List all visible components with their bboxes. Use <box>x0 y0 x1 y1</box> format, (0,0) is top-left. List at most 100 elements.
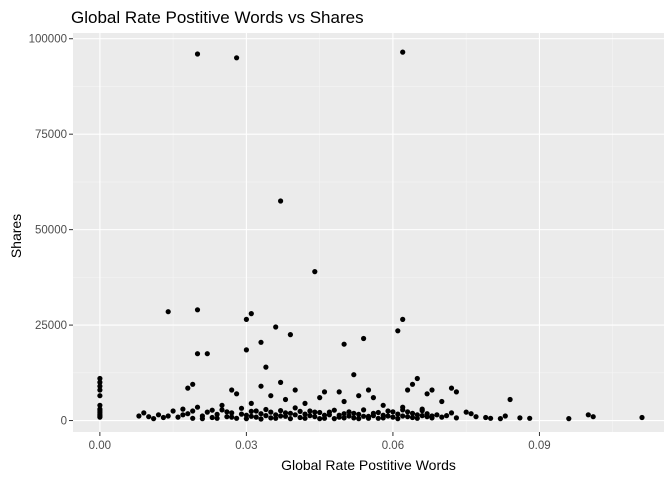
data-point <box>268 393 274 399</box>
x-tick-label: 0.00 <box>89 440 111 452</box>
data-point <box>341 398 347 405</box>
plot-panel <box>73 33 664 432</box>
data-point <box>238 405 245 411</box>
data-point <box>243 416 249 422</box>
data-point <box>566 416 572 422</box>
data-point <box>258 416 264 422</box>
data-point <box>263 406 269 413</box>
data-point <box>439 414 445 420</box>
data-point <box>463 409 469 415</box>
data-point <box>97 379 103 385</box>
data-point <box>204 409 210 415</box>
data-point <box>351 372 357 378</box>
x-axis-title: Global Rate Postitive Words <box>281 457 456 473</box>
data-point <box>448 385 455 391</box>
data-point <box>287 332 293 338</box>
data-point <box>268 409 274 415</box>
data-point <box>97 383 103 389</box>
data-point <box>409 381 416 387</box>
data-point <box>365 415 372 421</box>
data-point <box>258 411 264 417</box>
minor-gridlines <box>73 33 664 432</box>
data-point <box>429 413 435 419</box>
data-point <box>517 415 523 421</box>
data-point <box>375 415 381 421</box>
data-point <box>160 414 166 421</box>
data-point <box>341 411 347 417</box>
data-point <box>278 413 284 419</box>
data-point <box>326 409 332 415</box>
data-point <box>263 364 269 370</box>
data-point <box>97 393 103 399</box>
data-point <box>282 410 289 416</box>
data-point <box>97 414 103 420</box>
data-point <box>497 416 503 422</box>
data-point <box>224 414 230 420</box>
data-point <box>97 375 103 382</box>
data-point <box>190 408 196 414</box>
data-point <box>229 410 235 416</box>
data-point <box>370 413 376 419</box>
data-point <box>405 414 411 420</box>
data-point <box>585 412 591 418</box>
data-point <box>243 347 249 353</box>
x-tick-label: 0.09 <box>528 440 550 452</box>
data-point <box>488 415 494 421</box>
data-points <box>97 49 645 422</box>
y-axis-title: Shares <box>8 214 24 258</box>
data-point <box>380 402 386 408</box>
x-tick-label: 0.06 <box>382 440 404 452</box>
data-point <box>307 413 313 419</box>
data-point <box>429 387 435 393</box>
data-point <box>278 408 284 414</box>
data-point <box>321 412 328 418</box>
data-point <box>346 409 352 415</box>
data-point <box>234 55 240 61</box>
data-point <box>97 387 103 393</box>
data-point <box>307 408 313 414</box>
data-point <box>292 412 298 418</box>
data-point <box>302 400 308 406</box>
data-point <box>380 415 386 421</box>
data-point <box>321 389 328 395</box>
y-tick-label: 25000 <box>35 320 67 332</box>
data-point <box>248 408 254 414</box>
data-point <box>190 381 196 387</box>
data-point <box>258 383 264 389</box>
data-point <box>136 413 142 419</box>
data-point <box>453 415 459 421</box>
data-point <box>151 416 157 422</box>
data-point <box>219 407 225 413</box>
data-point <box>224 409 230 415</box>
data-point <box>400 49 406 55</box>
x-axis: 0.00 0.03 0.06 0.09 <box>89 432 551 452</box>
data-point <box>336 412 342 418</box>
data-point <box>424 391 430 397</box>
data-point <box>483 414 489 421</box>
data-point <box>317 395 323 401</box>
data-point <box>341 341 347 347</box>
data-point <box>194 404 201 410</box>
data-point <box>229 387 235 393</box>
data-point <box>351 410 357 416</box>
y-tick-label: 0 <box>61 416 67 428</box>
data-point <box>405 387 411 393</box>
data-point <box>424 411 430 417</box>
data-point <box>248 311 254 317</box>
data-point <box>448 410 455 416</box>
data-point <box>185 411 191 417</box>
data-point <box>248 413 254 419</box>
data-point <box>234 391 240 397</box>
y-tick-label: 50000 <box>35 225 67 237</box>
data-point <box>292 387 298 393</box>
data-point <box>209 414 215 421</box>
data-point <box>263 413 269 419</box>
data-point <box>253 414 259 420</box>
data-point <box>175 414 181 420</box>
data-point <box>341 415 347 421</box>
data-point <box>209 407 215 413</box>
data-point <box>351 415 357 421</box>
data-point <box>170 408 176 414</box>
data-point <box>336 389 342 395</box>
